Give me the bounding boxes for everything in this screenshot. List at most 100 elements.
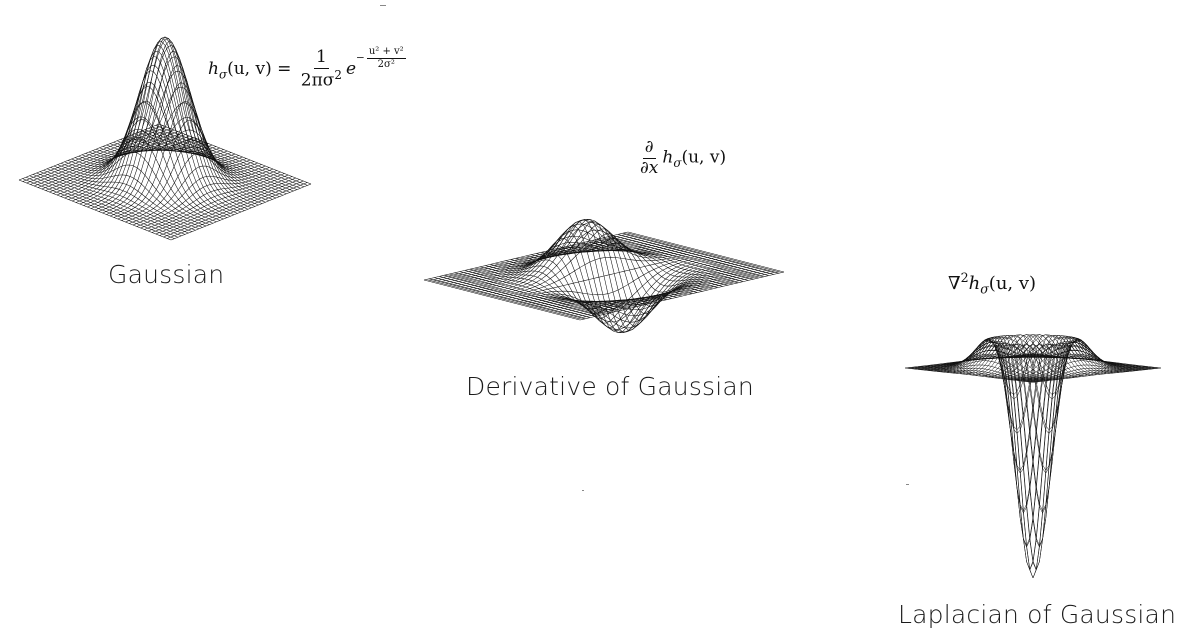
mesh-line [64, 136, 217, 223]
mesh-line [46, 168, 200, 230]
mesh-line [474, 267, 632, 309]
laplacian-formula-sup: 2 [960, 270, 969, 285]
mesh-line [556, 238, 713, 300]
mesh-line [127, 136, 280, 197]
mesh-line [57, 164, 210, 225]
mesh-line [607, 236, 764, 278]
derivative-formula-num: ∂ [642, 137, 656, 159]
gaussian-formula-lhs-sub: σ [218, 67, 228, 82]
mesh-line [67, 119, 221, 221]
mesh-line [972, 335, 1101, 571]
derivative-formula-den: ∂x [640, 157, 659, 178]
mesh-line [53, 165, 207, 227]
mesh-line [551, 233, 708, 307]
mesh-line [946, 339, 1075, 378]
mesh-line [622, 232, 779, 274]
mesh-line [434, 277, 591, 318]
gaussian-formula-exp-num: u² + v² [366, 46, 406, 59]
mesh-line [148, 127, 301, 189]
nabla-symbol: ∇ [948, 273, 961, 294]
mesh-line [914, 366, 1043, 382]
gaussian-formula-lhs-args: (u, v) = [227, 58, 292, 79]
mesh-line [1000, 335, 1130, 372]
mesh-line [18, 179, 172, 241]
mesh-line [469, 268, 626, 310]
mesh-line [968, 335, 1098, 579]
mesh-line [123, 137, 277, 199]
mesh-line [29, 175, 182, 237]
mesh-line [130, 134, 284, 196]
mesh-line [43, 169, 196, 231]
derivative-of-gaussian-surface-plot [423, 219, 785, 333]
scan-speck [582, 490, 584, 491]
mesh-line [134, 133, 287, 195]
mesh-line [582, 242, 739, 284]
mesh-line [454, 272, 611, 314]
mesh-line [78, 64, 231, 217]
scan-speck [906, 484, 909, 485]
mesh-line [113, 117, 266, 203]
gaussian-formula-exp-den: 2σ² [377, 58, 395, 70]
mesh-line [936, 342, 1066, 379]
mesh-line [617, 234, 774, 275]
mesh-line [933, 344, 1062, 380]
surface-wireframe [904, 334, 1162, 579]
mesh-line [953, 338, 1082, 434]
mesh-line [495, 252, 652, 314]
mesh-line [39, 171, 193, 232]
mesh-line [36, 172, 189, 234]
derivative-caption: Derivative of Gaussian [466, 372, 754, 401]
mesh-line [141, 130, 294, 192]
laplacian-caption: Laplacian of Gaussian [898, 600, 1177, 629]
gaussian-formula-den: 2πσ [300, 70, 335, 91]
mesh-line [158, 123, 312, 185]
mesh-line [972, 335, 1101, 571]
mesh-line [60, 151, 214, 224]
mesh-line [904, 367, 1034, 383]
mesh-line [612, 235, 769, 276]
mesh-line [1013, 350, 1142, 371]
mesh-line [444, 274, 601, 316]
mesh-line [32, 174, 186, 235]
laplacian-formula-args: (u, v) [988, 273, 1037, 294]
mesh-line [155, 125, 308, 186]
mesh-line [423, 279, 581, 321]
gaussian-formula-exp-sign: − [356, 52, 365, 65]
mesh-line [480, 266, 637, 308]
derivative-formula-sub: σ [673, 155, 682, 170]
gaussian-formula-base: e [345, 58, 356, 79]
mesh-line [956, 337, 1085, 474]
laplacian-of-gaussian-surface-plot [904, 334, 1162, 579]
derivative-formula-operator: ∂ ∂x [638, 137, 660, 178]
mesh-line [144, 129, 298, 190]
mesh-line [602, 237, 759, 279]
gaussian-formula-lhs: h [208, 58, 219, 79]
derivative-formula-h: h [662, 147, 674, 168]
derivative-formula-args: (u, v) [681, 147, 727, 168]
mesh-line [985, 334, 1114, 431]
laplacian-formula: ∇2hσ(u, v) [948, 270, 1036, 297]
mesh-line [85, 40, 238, 214]
mesh-line [965, 335, 1094, 571]
gaussian-formula-num: 1 [313, 47, 329, 69]
mesh-line [959, 335, 1088, 512]
mesh-line [924, 360, 1053, 381]
mesh-line [120, 139, 273, 200]
mesh-line [464, 270, 621, 311]
mesh-line [81, 50, 235, 216]
mesh-line [125, 152, 266, 223]
gaussian-formula-den-sup: 2 [334, 67, 342, 82]
laplacian-formula-h: h [968, 273, 981, 294]
surface-wireframe [423, 219, 785, 333]
mesh-line [423, 231, 629, 281]
mesh-line [959, 337, 1088, 514]
mesh-line [978, 335, 1107, 512]
gaussian-formula: hσ(u, v) = 1 2πσ2 e− u² + v² 2σ² [208, 46, 408, 91]
surface-wireframe [18, 36, 312, 241]
mesh-line [988, 334, 1117, 395]
mesh-line [1007, 341, 1136, 372]
mesh-line [561, 242, 718, 293]
mesh-line [151, 126, 305, 188]
laplacian-formula-sub: σ [980, 281, 989, 297]
mesh-line [962, 336, 1091, 548]
